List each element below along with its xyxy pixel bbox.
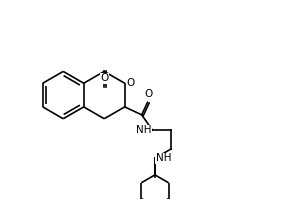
Text: NH: NH xyxy=(136,125,152,135)
Text: NH: NH xyxy=(156,153,171,163)
Text: O: O xyxy=(144,89,153,99)
Text: O: O xyxy=(100,73,108,83)
Text: O: O xyxy=(127,78,135,88)
